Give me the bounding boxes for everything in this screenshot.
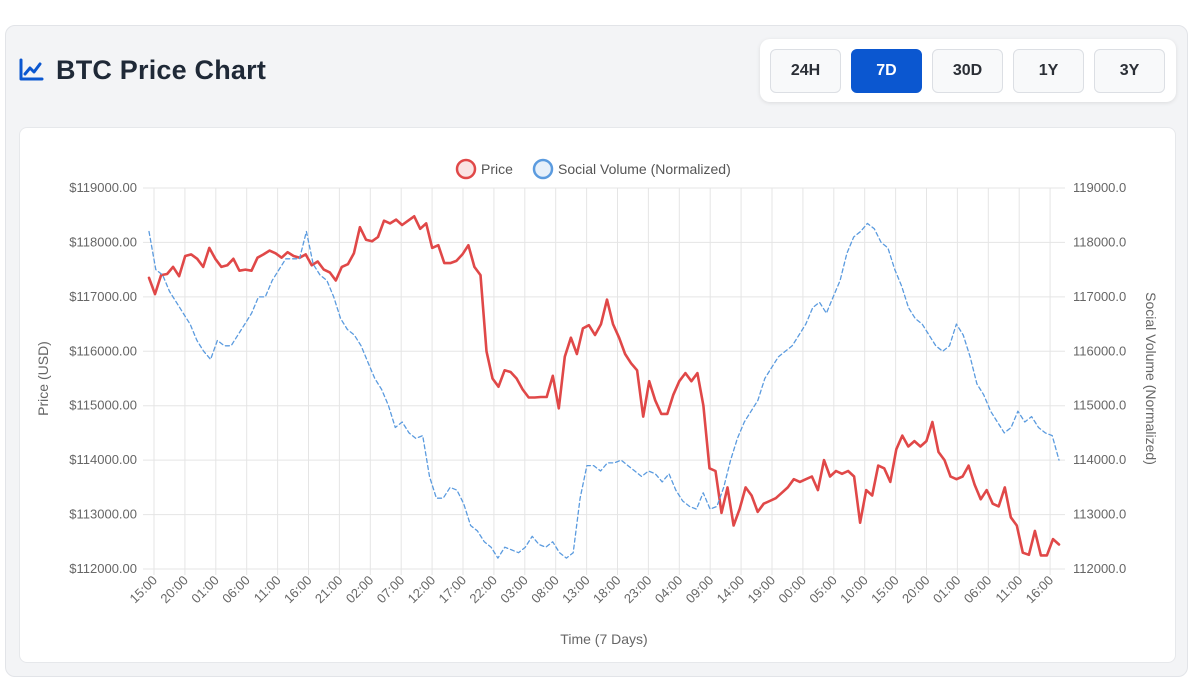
- line-chart-icon: [18, 57, 44, 83]
- x-tick-label: 08:00: [528, 573, 562, 607]
- legend-price-label: Price: [481, 161, 513, 177]
- x-tick-label: 20:00: [157, 573, 191, 607]
- y-tick-label-left: $112000.00: [69, 561, 137, 576]
- x-tick-label: 11:00: [251, 573, 284, 606]
- price-chart: $119000.00 119000.0 $118000.00 118000.0 $117…: [35, 158, 1159, 647]
- y-tick-label-left: $119000.00: [69, 180, 137, 195]
- y-tick-label-left: $116000.00: [69, 343, 137, 358]
- time-range-selector: 24H 7D 30D 1Y 3Y: [760, 39, 1176, 102]
- legend-social-label: Social Volume (Normalized): [558, 161, 731, 177]
- legend-price-marker: [455, 158, 477, 180]
- x-tick-label: 23:00: [621, 573, 655, 607]
- y-tick-label-left: $117000.00: [69, 289, 137, 304]
- range-30d-button[interactable]: 30D: [932, 49, 1003, 93]
- range-1y-button[interactable]: 1Y: [1013, 49, 1084, 93]
- x-tick-label: 10:00: [837, 573, 871, 607]
- x-tick-label: 13:00: [559, 573, 593, 607]
- x-tick-label: 20:00: [899, 573, 933, 607]
- y-tick-label-right: 116000.0: [1073, 343, 1126, 358]
- x-tick-label: 16:00: [1023, 573, 1057, 607]
- x-tick-label: 15:00: [127, 573, 161, 607]
- x-tick-label: 19:00: [745, 573, 779, 607]
- x-tick-label: 14:00: [714, 573, 748, 607]
- y-tick-label-right: 117000.0: [1073, 289, 1126, 304]
- x-tick-label: 03:00: [497, 573, 531, 607]
- y-tick-label-right: 114000.0: [1073, 452, 1126, 467]
- y-axis-label-right: Social Volume (Normalized): [1143, 292, 1159, 465]
- x-tick-label: 02:00: [343, 573, 377, 607]
- x-tick-label: 04:00: [652, 573, 686, 607]
- legend-social-marker: [532, 158, 554, 180]
- y-tick-label-right: 118000.0: [1073, 234, 1126, 249]
- range-3y-button[interactable]: 3Y: [1094, 49, 1165, 93]
- y-tick-label-left: $115000.00: [69, 398, 137, 413]
- header: BTC Price Chart: [18, 52, 266, 88]
- x-tick-label: 11:00: [992, 573, 1025, 606]
- range-24h-button[interactable]: 24H: [770, 49, 841, 93]
- y-tick-label-right: 119000.0: [1073, 180, 1126, 195]
- x-axis-label: Time (7 Days): [560, 631, 647, 647]
- x-tick-label: 15:00: [868, 573, 902, 607]
- y-tick-label-right: 113000.0: [1073, 507, 1126, 522]
- x-tick-label: 07:00: [374, 573, 408, 607]
- y-tick-label-right: 115000.0: [1073, 398, 1126, 413]
- chart-panel: BTC Price Chart 24H 7D 30D 1Y 3Y $119000…: [5, 25, 1188, 677]
- y-tick-label-right: 112000.0: [1073, 561, 1126, 576]
- y-axis-label-left: Price (USD): [35, 341, 51, 416]
- x-tick-label: 01:00: [188, 573, 222, 607]
- page-title: BTC Price Chart: [56, 54, 267, 85]
- chart-card: $119000.00 119000.0 $118000.00 118000.0 $117…: [19, 127, 1176, 663]
- price-series-line: [147, 215, 1061, 557]
- x-tick-label: 00:00: [775, 573, 809, 607]
- x-tick-label: 22:00: [466, 573, 500, 607]
- y-tick-label-left: $118000.00: [69, 234, 137, 249]
- x-tick-label: 12:00: [405, 573, 439, 607]
- social-volume-series-line: [148, 222, 1060, 559]
- range-7d-button[interactable]: 7D: [851, 49, 922, 93]
- x-tick-label: 17:00: [436, 573, 470, 607]
- y-tick-label-left: $113000.00: [69, 507, 137, 522]
- x-tick-label: 16:00: [281, 573, 315, 607]
- x-tick-label: 18:00: [590, 573, 624, 607]
- x-tick-label: 06:00: [961, 573, 995, 607]
- y-tick-label-left: $114000.00: [69, 452, 137, 467]
- x-tick-label: 01:00: [930, 573, 964, 607]
- x-tick-label: 06:00: [219, 573, 253, 607]
- x-tick-label: 09:00: [683, 573, 717, 607]
- x-tick-label: 05:00: [806, 573, 840, 607]
- x-tick-label: 21:00: [312, 573, 346, 607]
